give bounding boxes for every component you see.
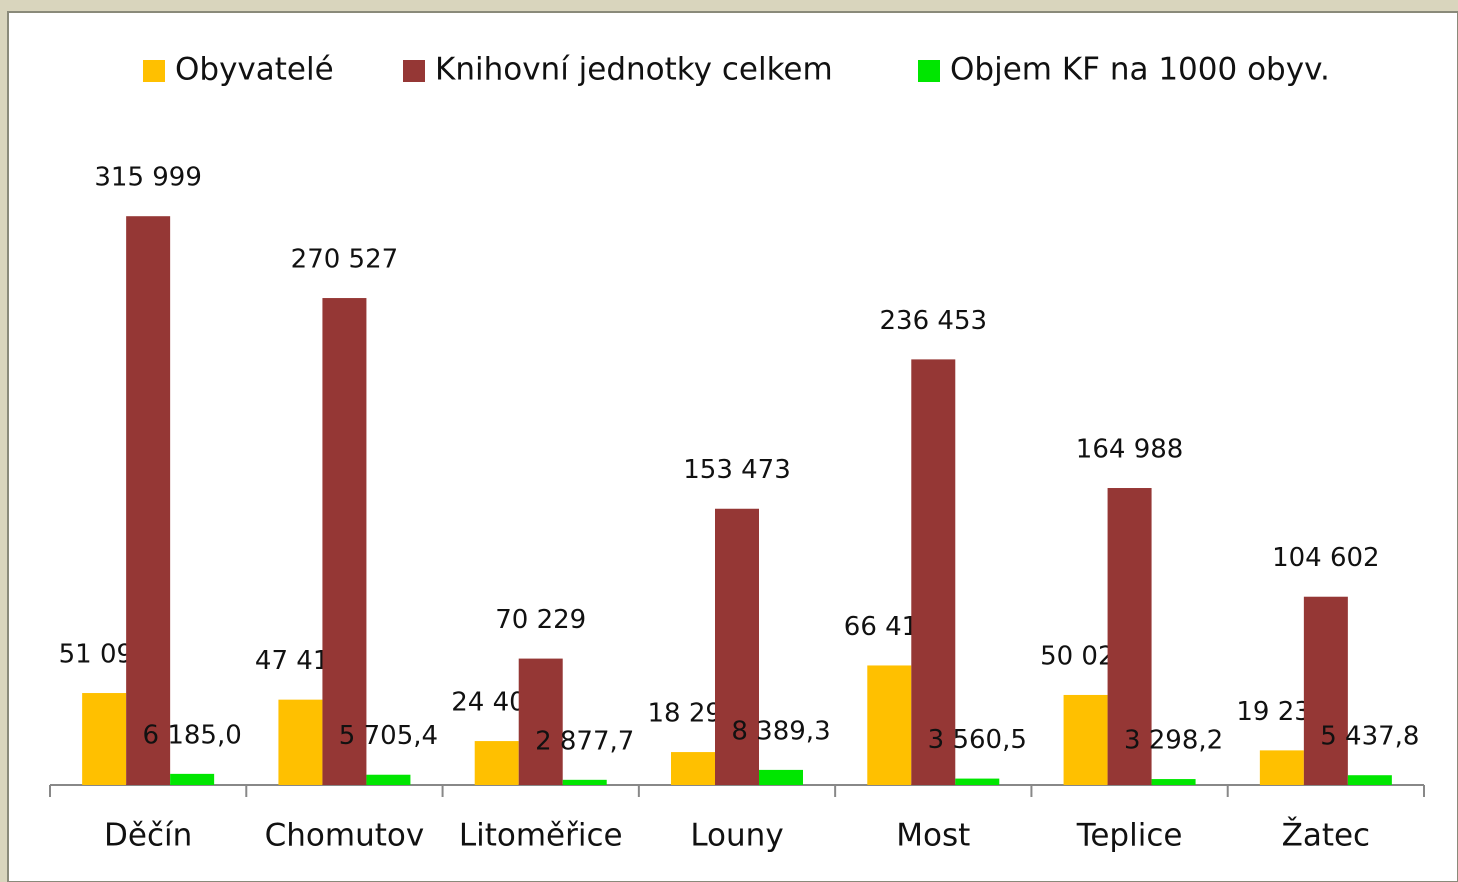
- legend-label: Objem KF na 1000 obyv.: [950, 52, 1330, 88]
- data-label: 5 437,8: [1320, 722, 1419, 752]
- bar: [278, 699, 323, 785]
- bar: [562, 779, 607, 785]
- data-label: 6 185,0: [143, 720, 242, 750]
- data-label: 164 988: [1076, 435, 1184, 465]
- data-label: 3 560,5: [928, 725, 1027, 755]
- legend-swatch: [403, 60, 425, 82]
- x-tick-label: Litoměřice: [459, 818, 623, 854]
- bar: [474, 741, 519, 785]
- x-tick-label: Žatec: [1282, 818, 1371, 854]
- bar: [671, 752, 715, 785]
- x-tick-label: Chomutov: [265, 818, 425, 854]
- bar: [170, 773, 215, 785]
- bar: [1347, 775, 1392, 785]
- data-label: 236 453: [880, 306, 988, 336]
- data-label: 3 298,2: [1124, 726, 1223, 756]
- bar: [518, 658, 563, 785]
- x-tick-label: Děčín: [104, 818, 192, 854]
- x-tick-label: Louny: [690, 818, 783, 854]
- bar: [911, 359, 956, 785]
- bar: [126, 216, 171, 786]
- bar: [322, 298, 367, 785]
- legend-swatch: [918, 60, 940, 82]
- data-label: 153 473: [683, 455, 791, 485]
- bar: [955, 778, 1000, 785]
- bar: [715, 508, 759, 785]
- data-label: 104 602: [1272, 543, 1380, 573]
- x-tick-label: Most: [896, 818, 970, 854]
- bar: [1151, 779, 1196, 785]
- bar: [1063, 694, 1108, 785]
- bar: [1259, 750, 1304, 785]
- legend-swatch: [143, 60, 165, 82]
- data-label: 315 999: [94, 163, 202, 193]
- legend-label: Knihovní jednotky celkem: [435, 52, 833, 88]
- data-label: 70 229: [495, 605, 586, 635]
- data-label: 8 389,3: [731, 716, 830, 746]
- bar: [759, 769, 803, 785]
- bar: [1303, 596, 1348, 785]
- bar: [1107, 488, 1152, 785]
- data-label: 2 877,7: [535, 726, 634, 756]
- data-label: 270 527: [291, 245, 399, 275]
- data-label: 5 705,4: [339, 721, 438, 751]
- bar: [366, 774, 411, 785]
- x-tick-label: Teplice: [1076, 818, 1183, 854]
- legend-label: Obyvatelé: [175, 52, 334, 88]
- bar: [82, 693, 127, 785]
- bar: [867, 665, 912, 785]
